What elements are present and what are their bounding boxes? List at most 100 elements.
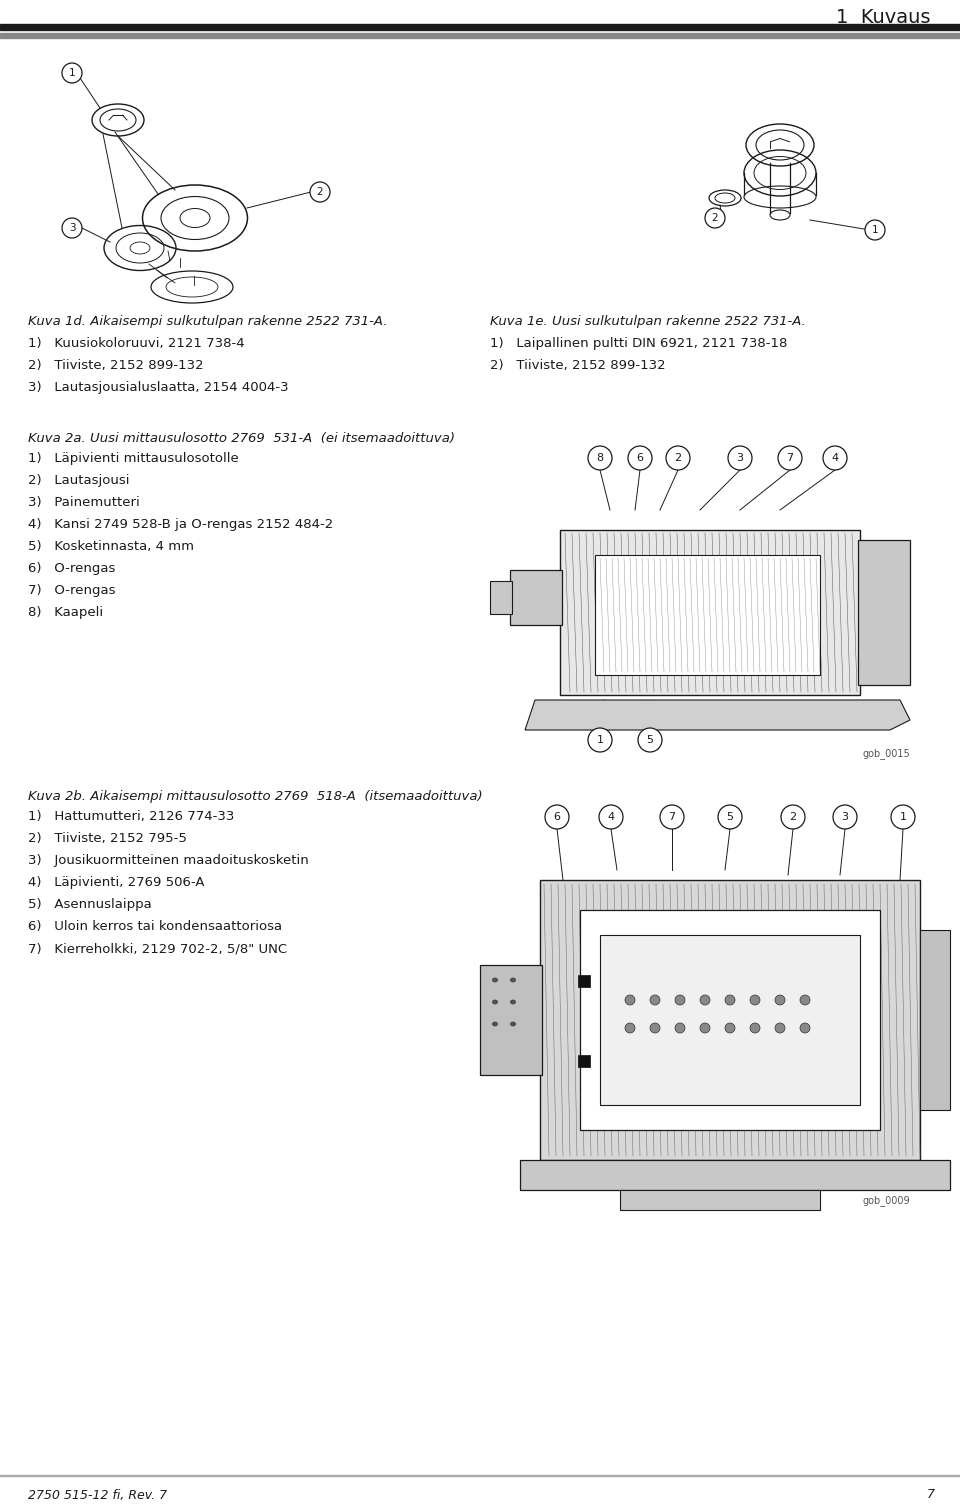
Circle shape	[310, 181, 330, 203]
Ellipse shape	[511, 978, 516, 981]
Ellipse shape	[725, 1024, 735, 1033]
Text: 4)   Läpivienti, 2769 506-A: 4) Läpivienti, 2769 506-A	[28, 875, 204, 889]
Ellipse shape	[700, 1024, 710, 1033]
Ellipse shape	[750, 995, 760, 1005]
Text: 3)   Jousikuormitteinen maadoituskosketin: 3) Jousikuormitteinen maadoituskosketin	[28, 854, 309, 866]
Bar	[520, 1160, 950, 1190]
Circle shape	[891, 804, 915, 829]
Text: 4: 4	[608, 812, 614, 823]
Circle shape	[728, 446, 752, 470]
Text: 4)   Kansi 2749 528-B ja O-rengas 2152 484-2: 4) Kansi 2749 528-B ja O-rengas 2152 484…	[28, 519, 333, 531]
Bar	[540, 880, 920, 1160]
Circle shape	[588, 446, 612, 470]
Text: 2750 515-12 fi, Rev. 7: 2750 515-12 fi, Rev. 7	[28, 1488, 167, 1501]
Text: Kuva 1e. Uusi sulkutulpan rakenne 2522 731-A.: Kuva 1e. Uusi sulkutulpan rakenne 2522 7…	[490, 314, 805, 328]
Text: gob_0009: gob_0009	[862, 1194, 910, 1207]
Text: 1)   Laipallinen pultti DIN 6921, 2121 738-18: 1) Laipallinen pultti DIN 6921, 2121 738…	[490, 337, 787, 349]
Text: 6: 6	[636, 454, 643, 463]
Circle shape	[660, 804, 684, 829]
Bar	[920, 930, 950, 1110]
Circle shape	[62, 64, 82, 83]
Ellipse shape	[750, 1024, 760, 1033]
Bar	[510, 570, 562, 624]
Text: 6)   O-rengas: 6) O-rengas	[28, 562, 115, 575]
Text: 7)   O-rengas: 7) O-rengas	[28, 584, 115, 597]
Ellipse shape	[700, 995, 710, 1005]
Text: 2)   Lautasjousi: 2) Lautasjousi	[28, 473, 130, 487]
Circle shape	[865, 221, 885, 240]
Text: 5)   Kosketinnasta, 4 mm: 5) Kosketinnasta, 4 mm	[28, 540, 194, 553]
Text: 3)   Lautasjousialuslaatta, 2154 4004-3: 3) Lautasjousialuslaatta, 2154 4004-3	[28, 381, 289, 395]
Text: 1)   Hattumutteri, 2126 774-33: 1) Hattumutteri, 2126 774-33	[28, 810, 234, 823]
Text: 7)   Kierreholkki, 2129 702-2, 5/8" UNC: 7) Kierreholkki, 2129 702-2, 5/8" UNC	[28, 942, 287, 956]
Ellipse shape	[775, 1024, 785, 1033]
Circle shape	[545, 804, 569, 829]
Text: 1)   Kuusiokoloruuvi, 2121 738-4: 1) Kuusiokoloruuvi, 2121 738-4	[28, 337, 245, 349]
Circle shape	[781, 804, 805, 829]
Text: 3: 3	[842, 812, 849, 823]
Circle shape	[666, 446, 690, 470]
Text: 2: 2	[675, 454, 682, 463]
Text: 8: 8	[596, 454, 604, 463]
Text: Kuva 2b. Aikaisempi mittausulosotto 2769  518-A  (itsemaadoittuva): Kuva 2b. Aikaisempi mittausulosotto 2769…	[28, 789, 483, 803]
Ellipse shape	[511, 1022, 516, 1027]
Bar	[578, 975, 590, 987]
Ellipse shape	[650, 1024, 660, 1033]
Ellipse shape	[492, 978, 497, 981]
Text: 8)   Kaapeli: 8) Kaapeli	[28, 606, 103, 618]
Bar	[0, 24, 960, 30]
Text: 2)   Tiiviste, 2152 899-132: 2) Tiiviste, 2152 899-132	[490, 358, 665, 372]
Bar	[0, 33, 960, 38]
Circle shape	[823, 446, 847, 470]
Ellipse shape	[675, 995, 685, 1005]
Text: 2)   Tiiviste, 2152 899-132: 2) Tiiviste, 2152 899-132	[28, 358, 204, 372]
Text: Kuva 2a. Uusi mittausulosotto 2769  531-A  (ei itsemaadoittuva): Kuva 2a. Uusi mittausulosotto 2769 531-A…	[28, 432, 455, 445]
Bar	[580, 910, 880, 1129]
Text: 1: 1	[69, 68, 75, 79]
Ellipse shape	[625, 995, 635, 1005]
Text: 4: 4	[831, 454, 839, 463]
Text: 7: 7	[668, 812, 676, 823]
Text: 5)   Asennuslaippa: 5) Asennuslaippa	[28, 898, 152, 912]
Text: 1  Kuvaus: 1 Kuvaus	[835, 8, 930, 27]
Bar	[490, 581, 512, 614]
Bar	[578, 1055, 590, 1067]
Circle shape	[718, 804, 742, 829]
Polygon shape	[525, 700, 910, 730]
Text: 1: 1	[900, 812, 906, 823]
Text: 1: 1	[596, 735, 604, 745]
Bar	[560, 531, 860, 696]
Text: 3: 3	[69, 222, 75, 233]
Ellipse shape	[511, 999, 516, 1004]
Text: 5: 5	[727, 812, 733, 823]
Text: 2: 2	[789, 812, 797, 823]
Text: Kuva 1d. Aikaisempi sulkutulpan rakenne 2522 731-A.: Kuva 1d. Aikaisempi sulkutulpan rakenne …	[28, 314, 388, 328]
Ellipse shape	[625, 1024, 635, 1033]
Text: 5: 5	[646, 735, 654, 745]
Circle shape	[833, 804, 857, 829]
Circle shape	[599, 804, 623, 829]
Bar	[480, 965, 542, 1075]
Text: 7: 7	[786, 454, 794, 463]
Text: 2)   Tiiviste, 2152 795-5: 2) Tiiviste, 2152 795-5	[28, 832, 187, 845]
Bar	[595, 555, 820, 674]
Ellipse shape	[492, 1022, 497, 1027]
Text: 3)   Painemutteri: 3) Painemutteri	[28, 496, 140, 510]
Bar	[858, 540, 910, 685]
Ellipse shape	[725, 995, 735, 1005]
Text: 1: 1	[872, 225, 878, 234]
Text: gob_0015: gob_0015	[862, 748, 910, 759]
Ellipse shape	[775, 995, 785, 1005]
Bar	[620, 1190, 820, 1210]
Ellipse shape	[675, 1024, 685, 1033]
Ellipse shape	[800, 1024, 810, 1033]
Circle shape	[628, 446, 652, 470]
Circle shape	[588, 727, 612, 751]
Bar	[600, 934, 860, 1105]
Circle shape	[638, 727, 662, 751]
Circle shape	[62, 218, 82, 237]
Circle shape	[778, 446, 802, 470]
Text: 6: 6	[554, 812, 561, 823]
Text: 3: 3	[736, 454, 743, 463]
Text: 7: 7	[927, 1488, 935, 1501]
